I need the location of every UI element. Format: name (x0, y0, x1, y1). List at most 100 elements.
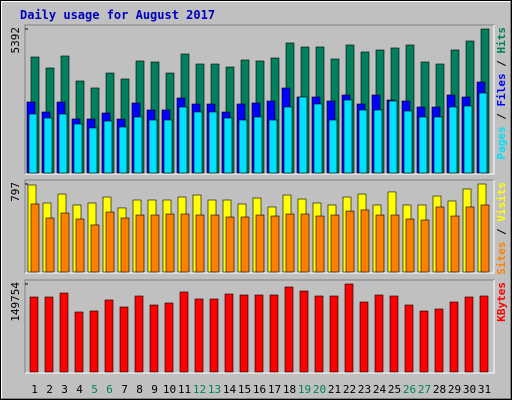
bar (449, 301, 459, 373)
bar (180, 213, 190, 273)
bar (253, 116, 263, 174)
bar (435, 206, 445, 273)
chart-title: Daily usage for August 2017 (20, 8, 215, 22)
bar (45, 217, 55, 273)
bar (434, 308, 444, 373)
x-tick-label: 12 (193, 383, 206, 396)
bar (284, 286, 294, 373)
bar (268, 119, 278, 174)
bar (163, 119, 173, 174)
bar (448, 106, 458, 174)
bar (388, 100, 398, 174)
bar (223, 117, 233, 174)
bar (90, 224, 100, 273)
x-tick-label: 28 (433, 383, 446, 396)
x-tick-label: 18 (283, 383, 296, 396)
bar (270, 215, 280, 273)
legend-separator: / (495, 222, 508, 242)
legend: KBytes (495, 282, 508, 322)
bar (463, 105, 473, 174)
x-tick-label: 21 (328, 383, 341, 396)
bar (59, 292, 69, 373)
bar (450, 215, 460, 273)
plot-bevel (25, 25, 495, 175)
bar (404, 304, 414, 373)
x-tick-label: 15 (238, 383, 251, 396)
legend-entry: KBytes (495, 282, 508, 322)
y-tick-label: 149754 (9, 282, 22, 322)
legend-separator: / (495, 107, 508, 127)
bar (240, 216, 250, 273)
bar (210, 214, 220, 273)
bar (359, 301, 369, 373)
bar (314, 295, 324, 373)
bar (419, 310, 429, 373)
bar (194, 298, 204, 373)
bar (254, 294, 264, 373)
bar (43, 117, 53, 174)
bar (44, 296, 54, 373)
x-tick-label: 24 (373, 383, 387, 396)
y-tick-label: 5392 (9, 27, 22, 54)
bar (118, 126, 128, 174)
bar (224, 293, 234, 373)
x-tick-label: 20 (313, 383, 326, 396)
bar (330, 214, 340, 273)
bar (255, 214, 265, 273)
legend-separator: / (495, 54, 508, 74)
bar (313, 103, 323, 174)
bar (329, 295, 339, 373)
bar (134, 295, 144, 373)
x-tick-label: 7 (121, 383, 128, 396)
bar (88, 127, 98, 174)
bar (269, 294, 279, 373)
bar (315, 215, 325, 273)
bar (283, 106, 293, 174)
x-tick-label: 29 (448, 383, 461, 396)
bar (433, 116, 443, 174)
bar (29, 296, 39, 373)
bar (374, 294, 384, 373)
bar (119, 306, 129, 373)
bar (373, 109, 383, 174)
x-tick-label: 3 (61, 383, 68, 396)
bar (103, 120, 113, 174)
x-tick-label: 25 (388, 383, 401, 396)
x-tick-label: 31 (478, 383, 491, 396)
bar (239, 294, 249, 373)
bar (133, 116, 143, 174)
x-tick-label: 1 (31, 383, 38, 396)
bar (58, 113, 68, 174)
bar (104, 299, 114, 373)
bar (195, 214, 205, 273)
y-tick-label: 797 (9, 182, 22, 202)
bar (164, 302, 174, 373)
bar (389, 295, 399, 373)
x-tick-label: 14 (223, 383, 237, 396)
legend-entry: Sites (495, 242, 508, 275)
bar (89, 310, 99, 373)
bar (208, 111, 218, 174)
bar (375, 214, 385, 273)
bar (178, 106, 188, 174)
x-tick-label: 6 (106, 383, 113, 396)
x-tick-label: 27 (418, 383, 431, 396)
x-tick-label: 23 (358, 383, 371, 396)
bar (225, 216, 235, 273)
bar (60, 212, 70, 273)
x-tick-label: 30 (463, 383, 476, 396)
legend-entry: Hits (495, 27, 508, 54)
bar (479, 295, 489, 373)
x-tick-label: 22 (343, 383, 356, 396)
bar (238, 119, 248, 174)
bar (165, 213, 175, 273)
plot-bevel (25, 280, 495, 374)
legend: Pages / Files / Hits (495, 27, 508, 160)
bar (360, 209, 370, 273)
bar (120, 217, 130, 273)
bar (299, 290, 309, 373)
legend-entry: Visits (495, 182, 508, 222)
